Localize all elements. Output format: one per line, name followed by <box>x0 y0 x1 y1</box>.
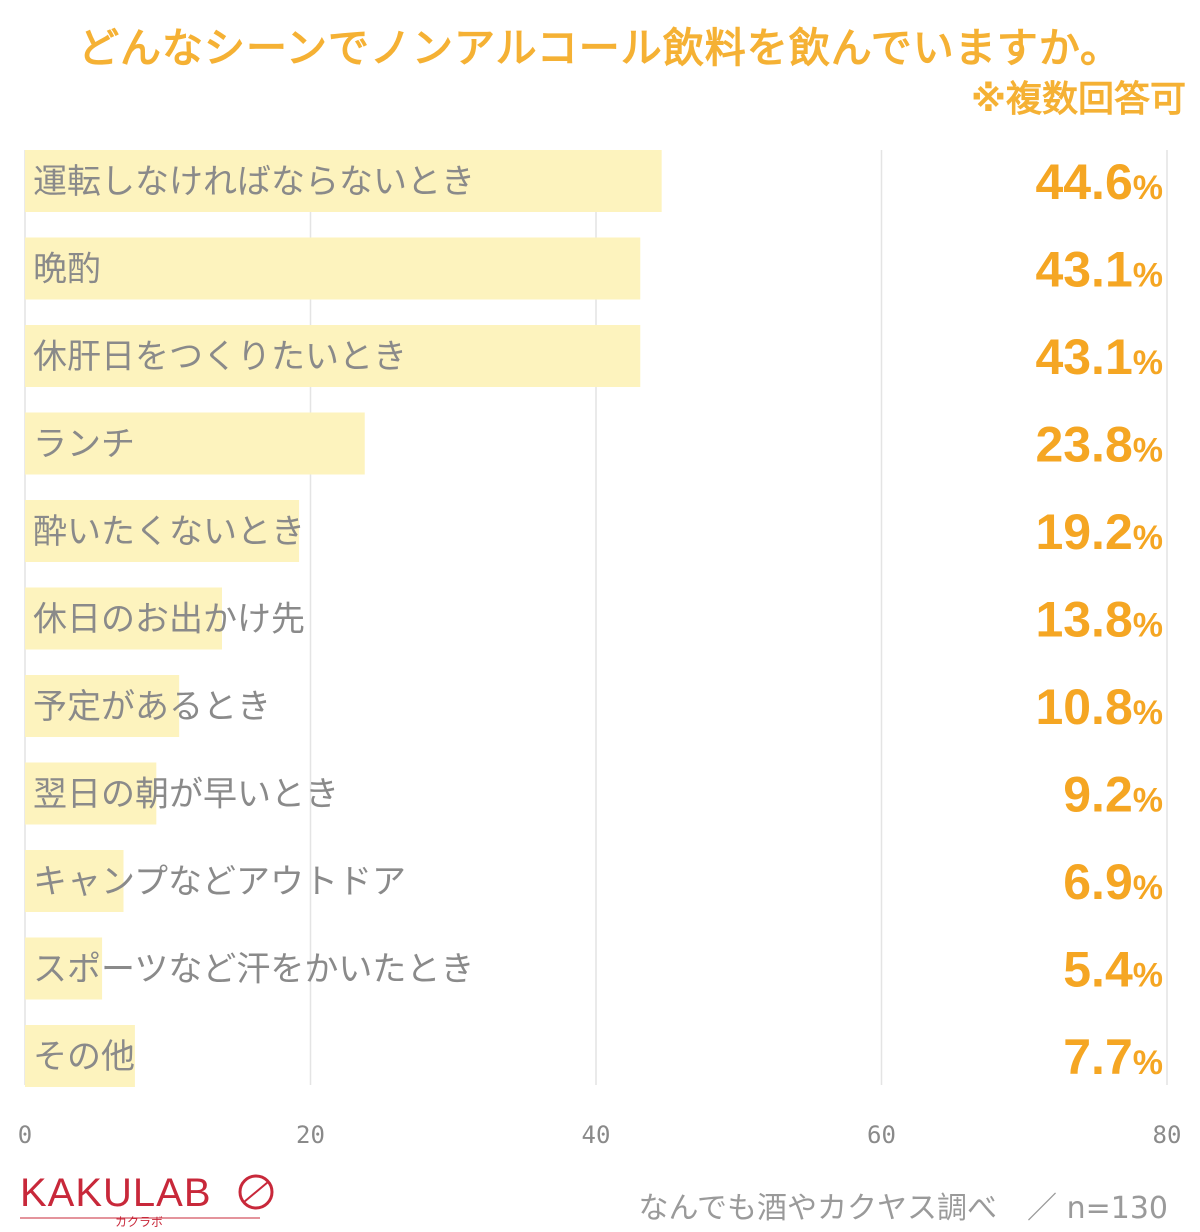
category-label: 休日のお出かけ先 <box>33 600 305 640</box>
bar <box>25 937 103 1000</box>
logo-circle-line-icon <box>243 1181 269 1203</box>
category-label: スポーツなど汗をかいたとき <box>33 950 474 990</box>
category-label: その他 <box>33 1037 135 1077</box>
category-label: ランチ <box>33 425 135 465</box>
value-label: 5.4% <box>1063 942 1163 998</box>
chart-subtitle: ※複数回答可 <box>971 79 1186 120</box>
data-source: なんでも酒やカクヤス調べ ／ n=130 <box>638 1191 1168 1226</box>
x-tick-label: 60 <box>867 1121 896 1149</box>
value-label: 13.8% <box>1035 592 1163 648</box>
value-labels: 44.6% 43.1% 43.1% 23.8% 19.2% 13.8% 10.8% 9.2% 6… <box>1035 154 1163 1085</box>
value-label: 6.9% <box>1063 854 1163 910</box>
bar <box>25 675 180 737</box>
bar <box>25 587 222 650</box>
category-label: 運転しなければならないとき <box>33 162 475 202</box>
value-label: 10.8% <box>1035 679 1163 735</box>
x-tick-label: 0 <box>18 1121 32 1149</box>
x-tick-label: 20 <box>296 1121 325 1149</box>
category-label: 休肝日をつくりたいとき <box>33 337 407 377</box>
bar <box>25 237 641 300</box>
value-label: 23.8% <box>1035 417 1163 473</box>
logo-text: KAKULAB <box>20 1171 212 1215</box>
bars <box>25 150 662 1087</box>
kakulabo-logo: KAKULAB カクラボ <box>20 1171 274 1228</box>
category-label: 晩酌 <box>33 250 101 290</box>
category-label: 酔いたくないとき <box>33 512 305 552</box>
bar-chart: 運転しなければならないとき晩酌休肝日をつくりたいときランチ酔いたくないとき休日の… <box>18 150 1182 1149</box>
value-label: 19.2% <box>1035 504 1163 560</box>
category-labels: 運転しなければならないとき晩酌休肝日をつくりたいときランチ酔いたくないとき休日の… <box>33 162 475 1077</box>
category-label: キャンプなどアウトドア <box>33 862 406 902</box>
category-label: 翌日の朝が早いとき <box>33 775 339 815</box>
bar <box>25 850 124 912</box>
value-label: 9.2% <box>1063 767 1163 823</box>
bar <box>25 150 662 212</box>
x-tick-label: 40 <box>582 1121 611 1149</box>
x-tick-label: 80 <box>1153 1121 1182 1149</box>
value-label: 43.1% <box>1035 329 1163 385</box>
x-axis-ticks: 0 20 40 60 80 <box>18 1121 1182 1149</box>
bar <box>25 500 300 562</box>
chart-title: どんなシーンでノンアルコール飲料を飲んでいますか。 <box>78 24 1122 72</box>
bar <box>25 412 365 475</box>
bar <box>25 762 157 825</box>
value-label: 44.6% <box>1035 154 1163 210</box>
bar <box>25 1025 135 1087</box>
logo-circle-icon <box>238 1174 274 1210</box>
value-label: 7.7% <box>1063 1029 1163 1085</box>
value-label: 43.1% <box>1035 242 1163 298</box>
bar <box>25 325 641 387</box>
category-label: 予定があるとき <box>33 687 271 727</box>
logo-subtext: カクラボ <box>115 1215 163 1228</box>
